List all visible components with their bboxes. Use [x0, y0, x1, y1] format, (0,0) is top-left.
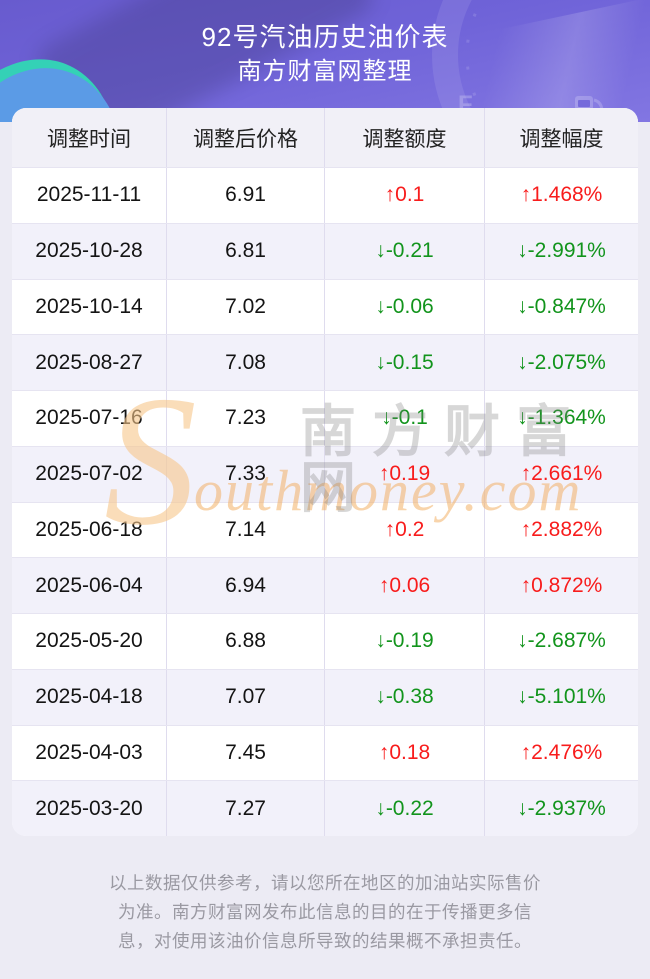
- row-percent: ↓-5.101%: [517, 685, 606, 709]
- row-change: ↑0.1: [325, 168, 485, 223]
- row-date: 2025-04-03: [12, 725, 167, 781]
- table-row: 2025-10-28 6.81 ↓-0.21 ↓-2.991%: [12, 222, 638, 279]
- row-price: 7.45: [167, 725, 325, 781]
- table-header-row: 调整时间 调整后价格 调整额度 调整幅度: [12, 108, 638, 167]
- row-change: ↓-0.1: [325, 391, 485, 446]
- row-date: 2025-07-16: [12, 391, 167, 446]
- disclaimer: 以上数据仅供参考，请以您所在地区的加油站实际售价 为准。南方财富网发布此信息的目…: [0, 836, 650, 956]
- header-banner: F 92号汽油历史油价表 南方财富网整理: [0, 0, 650, 122]
- table-row: 2025-04-18 7.07 ↓-0.38 ↓-5.101%: [12, 668, 638, 725]
- row-date: 2025-10-14: [12, 279, 167, 335]
- row-change: ↑0.06: [325, 558, 485, 613]
- row-change: ↓-0.38: [325, 669, 485, 725]
- row-change: ↑0.18: [325, 725, 485, 781]
- row-date: 2025-04-18: [12, 669, 167, 725]
- row-change: ↓-0.21: [325, 223, 485, 279]
- row-date: 2025-05-20: [12, 614, 167, 669]
- disclaimer-line-3: 息，对使用该油价信息所导致的结果概不承担责任。: [118, 931, 532, 951]
- row-percent: ↓-0.847%: [517, 294, 606, 318]
- column-header-price: 调整后价格: [167, 108, 325, 167]
- page-subtitle: 南方财富网整理: [237, 58, 413, 85]
- row-percent: ↓-1.364%: [517, 406, 606, 430]
- table-row: 2025-07-16 7.23 ↓-0.1 ↓-1.364%: [12, 390, 638, 446]
- row-date: 2025-08-27: [12, 335, 167, 390]
- row-percent: ↓-2.687%: [517, 629, 606, 653]
- price-table: 调整时间 调整后价格 调整额度 调整幅度 2025-11-11 6.91 ↑0.1 ↑…: [12, 108, 638, 836]
- table-row: 2025-11-11 6.91 ↑0.1 ↑1.468%: [12, 167, 638, 223]
- table-row: 2025-03-20 7.27 ↓-0.22 ↓-2.937%: [12, 780, 638, 836]
- column-header-date: 调整时间: [12, 108, 167, 167]
- row-date: 2025-07-02: [12, 446, 167, 502]
- row-date: 2025-11-11: [12, 168, 167, 223]
- row-price: 6.88: [167, 614, 325, 669]
- table-row: 2025-06-04 6.94 ↑0.06 ↑0.872%: [12, 557, 638, 613]
- table-row: 2025-04-03 7.45 ↑0.18 ↑2.476%: [12, 724, 638, 781]
- row-percent: ↑1.468%: [520, 183, 603, 207]
- table-body: 2025-11-11 6.91 ↑0.1 ↑1.468% 2025-10-28 6.81 ↓…: [12, 167, 638, 836]
- row-price: 7.33: [167, 446, 325, 502]
- column-header-percent: 调整幅度: [519, 127, 604, 151]
- row-percent: ↑2.882%: [520, 517, 603, 541]
- disclaimer-line-2: 为准。南方财富网发布此信息的目的在于传播更多信: [118, 902, 532, 922]
- row-change: ↑0.19: [325, 446, 485, 502]
- row-change: ↓-0.06: [325, 279, 485, 335]
- row-percent: ↓-2.075%: [517, 350, 606, 374]
- row-date: 2025-03-20: [12, 781, 167, 836]
- row-percent: ↓-2.937%: [517, 796, 606, 820]
- table-row: 2025-07-02 7.33 ↑0.19 ↑2.661%: [12, 445, 638, 502]
- row-date: 2025-06-18: [12, 502, 167, 558]
- row-change: ↑0.2: [325, 502, 485, 558]
- row-date: 2025-06-04: [12, 558, 167, 613]
- disclaimer-line-1: 以上数据仅供参考，请以您所在地区的加油站实际售价: [109, 873, 541, 893]
- table-row: 2025-08-27 7.08 ↓-0.15 ↓-2.075%: [12, 334, 638, 390]
- row-price: 7.27: [167, 781, 325, 836]
- row-change: ↓-0.15: [325, 335, 485, 390]
- row-date: 2025-10-28: [12, 223, 167, 279]
- table-row: 2025-10-14 7.02 ↓-0.06 ↓-0.847%: [12, 278, 638, 335]
- table-row: 2025-06-18 7.14 ↑0.2 ↑2.882%: [12, 501, 638, 558]
- row-price: 7.08: [167, 335, 325, 390]
- row-percent: ↑2.476%: [520, 740, 603, 764]
- row-percent: ↑0.872%: [520, 573, 603, 597]
- row-price: 7.23: [167, 391, 325, 446]
- row-change: ↓-0.19: [325, 614, 485, 669]
- row-price: 6.81: [167, 223, 325, 279]
- row-price: 6.94: [167, 558, 325, 613]
- row-percent: ↑2.661%: [520, 462, 603, 486]
- row-percent: ↓-2.991%: [517, 239, 606, 263]
- table-row: 2025-05-20 6.88 ↓-0.19 ↓-2.687%: [12, 613, 638, 669]
- column-header-change: 调整额度: [325, 108, 485, 167]
- row-price: 7.07: [167, 669, 325, 725]
- row-change: ↓-0.22: [325, 781, 485, 836]
- page-title: 92号汽油历史油价表: [201, 22, 449, 52]
- row-price: 7.02: [167, 279, 325, 335]
- row-price: 6.91: [167, 168, 325, 223]
- row-price: 7.14: [167, 502, 325, 558]
